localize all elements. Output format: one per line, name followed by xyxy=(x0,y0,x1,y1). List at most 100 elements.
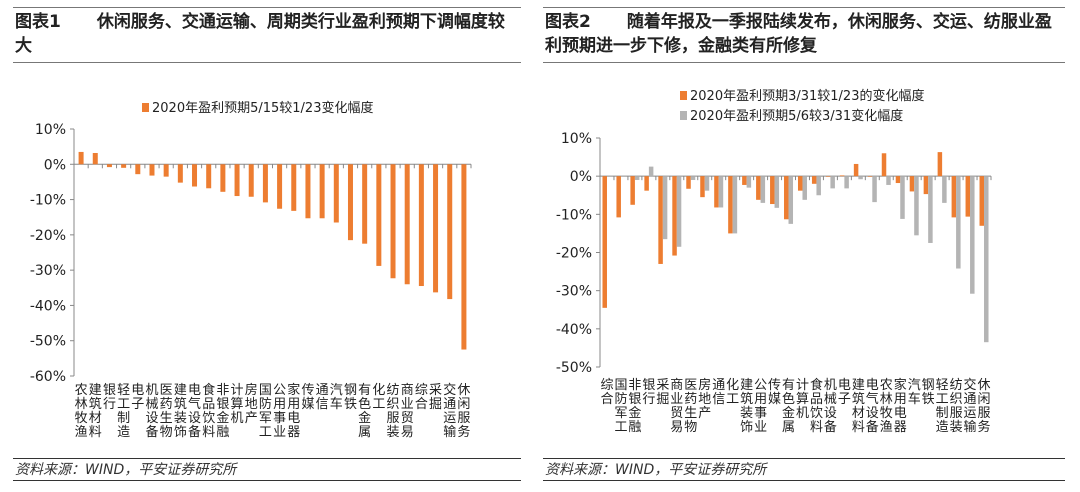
category-label: 融 xyxy=(216,425,229,440)
bar-1 xyxy=(979,176,985,226)
bar-1 xyxy=(658,176,663,264)
category-label: 气 xyxy=(188,396,201,412)
category-label: 防 xyxy=(614,391,627,407)
category-label: 钢 xyxy=(344,383,357,398)
bar-1 xyxy=(418,164,424,287)
category-label: 用 xyxy=(894,392,907,407)
bar-1 xyxy=(602,176,607,308)
bar-1 xyxy=(234,164,240,197)
legend-label: 2020年盈利预期5/15较1/23变化幅度 xyxy=(152,100,373,116)
category-label: 汽 xyxy=(908,378,921,393)
category-label: 电 xyxy=(287,411,300,426)
category-label: 农 xyxy=(880,378,893,393)
category-label: 属 xyxy=(782,420,795,435)
category-label: 通 xyxy=(443,397,456,412)
bar-1 xyxy=(121,164,127,168)
bar-1 xyxy=(319,164,325,219)
category-label: 织 xyxy=(950,392,963,407)
category-label: 算 xyxy=(231,397,244,412)
category-label: 公 xyxy=(754,378,767,393)
bar-1 xyxy=(135,164,141,175)
category-label: 食 xyxy=(810,377,823,393)
category-label: 林 xyxy=(75,397,88,412)
category-label: 媒 xyxy=(301,397,314,412)
category-label: 料 xyxy=(810,420,823,435)
bar-2 xyxy=(760,176,766,203)
category-label: 媒 xyxy=(768,392,781,407)
category-label: 械 xyxy=(145,397,158,412)
y-tick-label: 0% xyxy=(44,157,66,173)
bar-1 xyxy=(447,164,453,300)
category-label: 饰 xyxy=(174,425,187,440)
bar-1 xyxy=(616,176,621,218)
category-label: 运 xyxy=(443,411,456,426)
category-label: 事 xyxy=(273,411,286,426)
category-label: 备 xyxy=(188,424,201,440)
category-label: 行 xyxy=(642,392,655,407)
category-label: 房 xyxy=(245,382,258,398)
category-label: 军 xyxy=(614,406,627,421)
category-label: 传 xyxy=(301,383,314,398)
category-label: 化 xyxy=(726,378,739,393)
category-label: 医 xyxy=(160,383,173,398)
chart-label-1: 图表1 xyxy=(15,12,61,32)
category-label: 机 xyxy=(145,383,158,398)
category-label: 通 xyxy=(712,378,725,393)
bar-1 xyxy=(784,176,789,220)
bar-1 xyxy=(937,152,943,177)
category-label: 子 xyxy=(131,397,144,412)
category-label: 备 xyxy=(866,419,879,435)
category-label: 计 xyxy=(796,378,809,393)
bar-2 xyxy=(606,176,612,177)
bar-1 xyxy=(305,164,311,219)
category-label: 公 xyxy=(273,383,286,398)
category-label: 服 xyxy=(457,411,470,426)
y-tick-label: -20% xyxy=(556,246,592,262)
category-label: 建 xyxy=(740,378,753,393)
category-label: 筑 xyxy=(89,396,102,412)
category-label: 工 xyxy=(614,420,627,435)
category-label: 筑 xyxy=(740,391,753,407)
category-label: 银 xyxy=(642,378,655,393)
category-label: 业 xyxy=(754,420,767,435)
category-label: 合 xyxy=(415,397,428,412)
bar-2 xyxy=(788,176,794,224)
y-tick-label: -60% xyxy=(30,369,66,385)
bar-2 xyxy=(746,176,752,188)
category-label: 机 xyxy=(824,378,837,393)
category-label: 工 xyxy=(259,425,272,440)
category-label: 料 xyxy=(202,425,215,440)
category-label: 业 xyxy=(401,397,414,412)
bar-1 xyxy=(853,163,859,177)
category-label: 易 xyxy=(401,425,414,440)
category-label: 设 xyxy=(188,411,201,426)
y-tick-label: 10% xyxy=(561,131,592,147)
category-label: 算 xyxy=(796,392,809,407)
category-label: 务 xyxy=(457,424,470,440)
bar-1 xyxy=(347,164,353,241)
category-label: 军 xyxy=(259,411,272,426)
category-label: 闲 xyxy=(457,397,470,412)
category-label: 有 xyxy=(782,378,795,393)
bar-2 xyxy=(928,176,933,243)
bar-1 xyxy=(461,164,467,350)
category-label: 闲 xyxy=(978,392,991,407)
category-label: 食 xyxy=(202,382,215,398)
category-label: 家 xyxy=(287,382,300,398)
category-label: 品 xyxy=(202,397,215,412)
chart-title-2: 图表2 随着年报及一季报陆续发布，休闲服务、交运、纺服业盈利预期进一步下修，金融类… xyxy=(543,7,1065,63)
category-label: 输 xyxy=(964,419,977,435)
category-label: 通 xyxy=(316,383,329,398)
bar-2 xyxy=(802,176,807,200)
bar-1 xyxy=(376,164,382,266)
bar-1 xyxy=(728,176,733,234)
category-label: 交 xyxy=(964,377,977,393)
category-label: 采 xyxy=(656,378,669,393)
category-label: 金 xyxy=(216,410,229,426)
category-label: 车 xyxy=(330,396,343,412)
category-label: 非 xyxy=(216,383,229,398)
category-label: 电 xyxy=(131,383,144,398)
category-label: 药 xyxy=(684,392,697,407)
category-label: 家 xyxy=(894,377,907,393)
category-label: 信 xyxy=(316,397,329,412)
